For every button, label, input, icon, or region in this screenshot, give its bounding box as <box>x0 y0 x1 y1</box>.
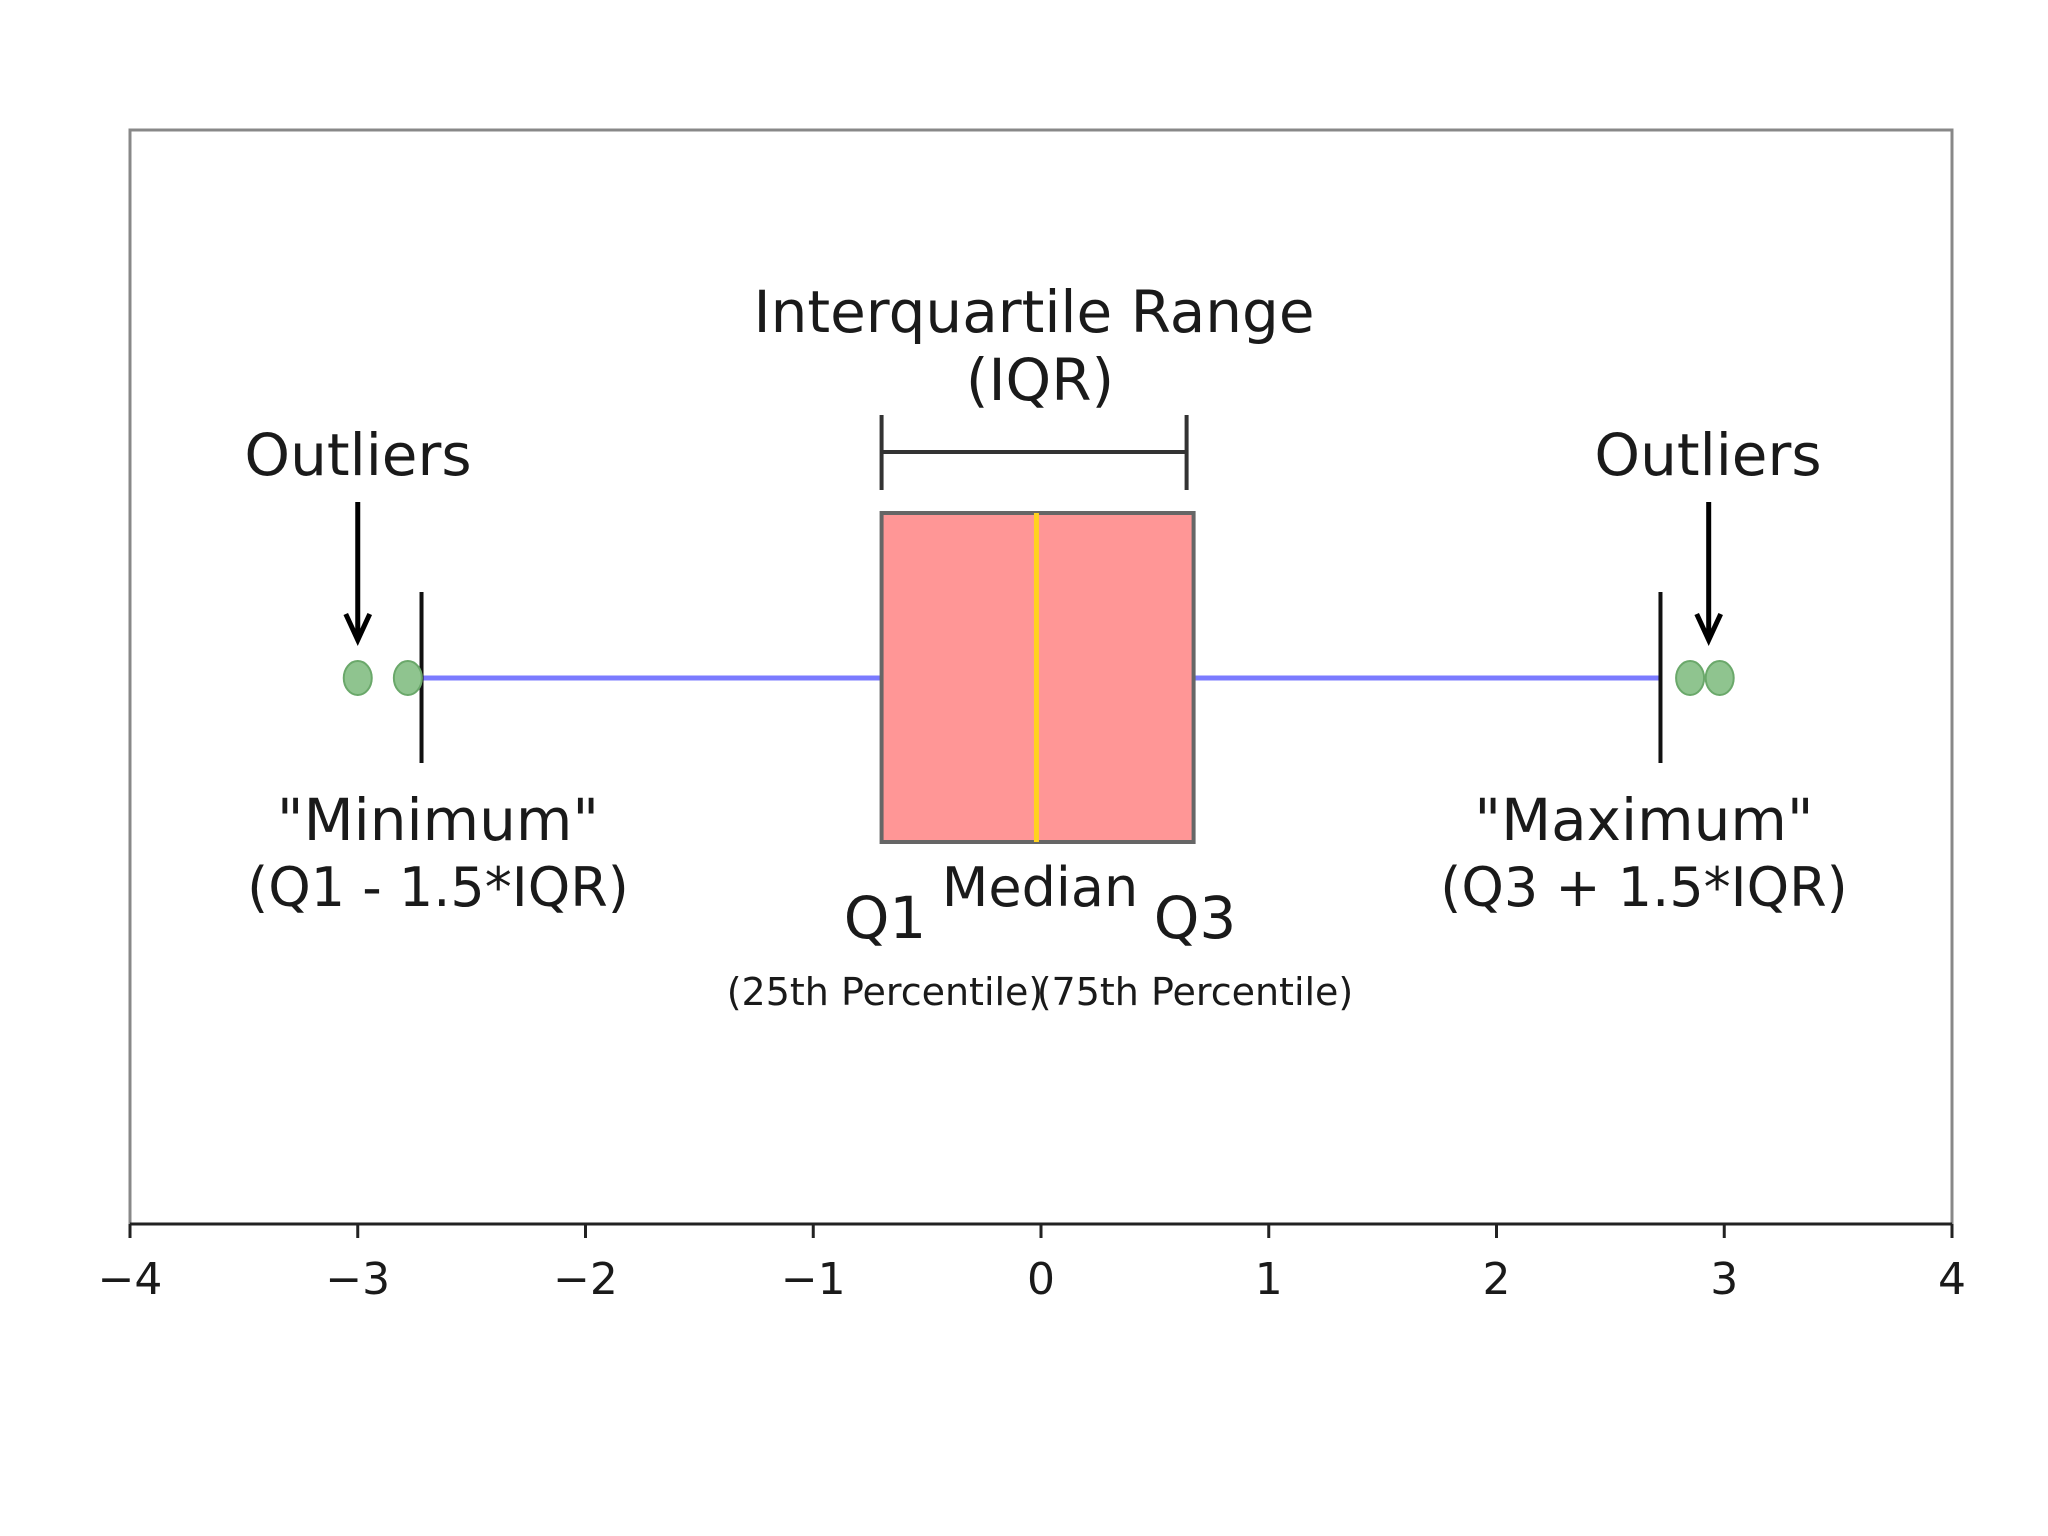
minimum-title: "Minimum" <box>277 786 599 854</box>
x-axis: −4 −3 −2 −1 0 1 2 3 4 <box>98 1222 1966 1305</box>
outliers-right-label: Outliers <box>1594 421 1821 489</box>
quartile-annotations: Median Q1 Q3 (25th Percentile) (75th Per… <box>727 856 1354 1014</box>
q1-label: Q1 <box>844 884 927 952</box>
outliers-left-annotation: Outliers <box>244 421 472 646</box>
minimum-annotation: "Minimum" (Q1 - 1.5*IQR) <box>247 786 629 919</box>
q3-description: (75th Percentile) <box>1037 970 1354 1014</box>
outliers-right-annotation: Outliers <box>1594 421 1822 646</box>
q3-label: Q3 <box>1154 884 1237 952</box>
median-label: Median <box>942 856 1138 919</box>
x-tick-label: −1 <box>781 1254 846 1305</box>
x-tick-label: −3 <box>325 1254 390 1305</box>
q1-description: (25th Percentile) <box>727 970 1044 1014</box>
x-tick-label: −4 <box>98 1254 163 1305</box>
iqr-annotation: Interquartile Range (IQR) <box>754 278 1315 490</box>
outliers-left-arrow <box>343 502 373 646</box>
iqr-title: Interquartile Range <box>754 278 1315 346</box>
outlier-point <box>342 660 373 696</box>
outliers-left-label: Outliers <box>244 421 471 489</box>
maximum-title: "Maximum" <box>1474 786 1813 854</box>
outlier-point <box>392 660 423 696</box>
outlier-point <box>1704 660 1735 696</box>
x-tick-label: 3 <box>1710 1254 1738 1305</box>
x-tick-label: 2 <box>1483 1254 1511 1305</box>
maximum-formula: (Q3 + 1.5*IQR) <box>1440 856 1847 919</box>
x-tick-label: −2 <box>553 1254 618 1305</box>
x-tick-label: 0 <box>1027 1254 1055 1305</box>
outlier-point <box>1675 660 1706 696</box>
iqr-bracket <box>879 415 1189 490</box>
iqr-abbrev: (IQR) <box>966 346 1114 414</box>
box-plot <box>342 511 1735 844</box>
minimum-formula: (Q1 - 1.5*IQR) <box>247 856 629 919</box>
x-tick-label: 4 <box>1938 1254 1966 1305</box>
maximum-annotation: "Maximum" (Q3 + 1.5*IQR) <box>1440 786 1847 919</box>
outliers-right-arrow <box>1694 502 1723 646</box>
x-tick-label: 1 <box>1255 1254 1283 1305</box>
